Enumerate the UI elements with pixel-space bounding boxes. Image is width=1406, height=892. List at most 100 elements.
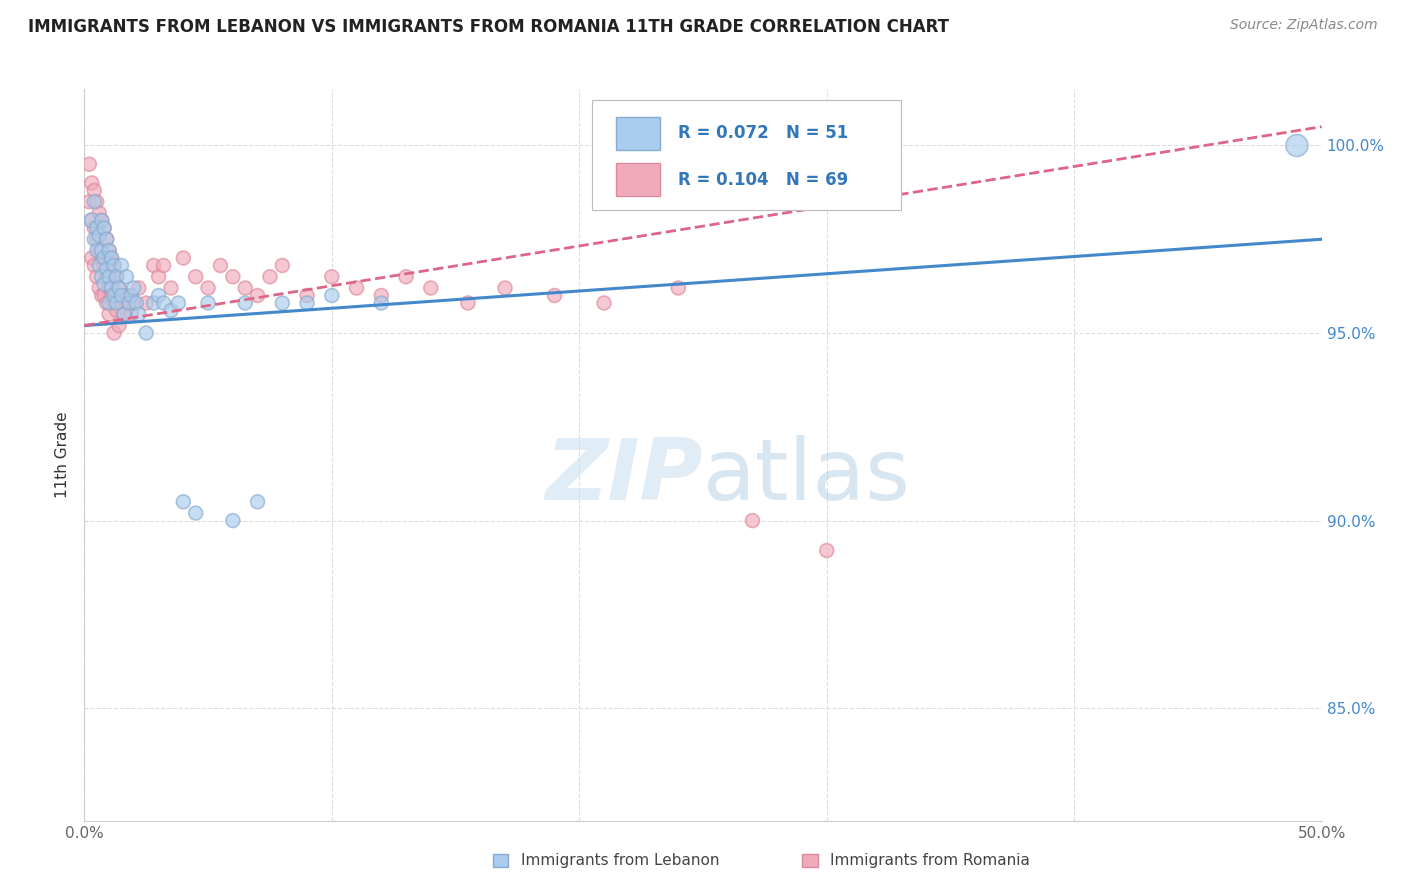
Point: [86, 194, 108, 209]
Point: [86, 269, 108, 284]
Point: [98, 269, 121, 284]
Point: [152, 296, 174, 310]
Point: [98, 296, 121, 310]
Text: atlas: atlas: [703, 435, 911, 518]
Point: [118, 296, 141, 310]
Point: [112, 307, 135, 321]
Point: [172, 495, 194, 509]
Point: [148, 269, 170, 284]
Point: [118, 296, 141, 310]
Point: [80, 251, 103, 265]
Point: [83, 194, 105, 209]
Point: [100, 281, 122, 295]
Point: [115, 269, 138, 284]
Point: [125, 296, 148, 310]
Point: [122, 281, 145, 295]
Point: [1285, 138, 1308, 153]
Point: [142, 296, 165, 310]
Point: [93, 221, 115, 235]
Point: [110, 288, 132, 302]
Point: [271, 259, 294, 273]
Point: [295, 296, 318, 310]
Point: [103, 259, 125, 273]
Point: [80, 176, 103, 190]
Point: [89, 259, 111, 273]
Point: [184, 269, 207, 284]
Point: [93, 221, 115, 235]
Point: [86, 232, 108, 246]
Point: [167, 296, 190, 310]
Point: [148, 288, 170, 302]
Point: [259, 269, 281, 284]
Point: [593, 296, 616, 310]
Text: Immigrants from Lebanon: Immigrants from Lebanon: [520, 854, 718, 869]
Point: [108, 318, 131, 333]
Point: [80, 213, 103, 227]
Point: [457, 296, 479, 310]
Point: [172, 251, 194, 265]
Point: [142, 259, 165, 273]
Point: [93, 277, 115, 292]
Point: [108, 281, 131, 295]
Point: [89, 281, 111, 295]
Point: [222, 269, 245, 284]
Point: [666, 281, 689, 295]
Point: [79, 157, 101, 171]
Point: [112, 307, 135, 321]
Point: [295, 288, 318, 302]
Point: [184, 506, 207, 520]
Point: [395, 269, 418, 284]
Point: [86, 221, 108, 235]
Point: [90, 288, 112, 302]
Point: [89, 228, 111, 243]
Point: [128, 281, 150, 295]
Text: ZIP: ZIP: [546, 435, 703, 518]
Text: Source: ZipAtlas.com: Source: ZipAtlas.com: [1230, 18, 1378, 32]
Point: [110, 296, 132, 310]
Point: [105, 296, 128, 310]
Point: [93, 259, 115, 273]
Text: IMMIGRANTS FROM LEBANON VS IMMIGRANTS FROM ROMANIA 11TH GRADE CORRELATION CHART: IMMIGRANTS FROM LEBANON VS IMMIGRANTS FR…: [28, 18, 949, 36]
Point: [98, 281, 121, 295]
Point: [115, 288, 138, 302]
Point: [93, 251, 115, 265]
Point: [93, 288, 115, 302]
Point: [543, 288, 565, 302]
Point: [152, 259, 174, 273]
Point: [128, 307, 150, 321]
Point: [90, 213, 112, 227]
Point: [108, 281, 131, 295]
Point: [100, 288, 122, 302]
Bar: [492, 855, 508, 867]
Point: [83, 221, 105, 235]
Point: [271, 296, 294, 310]
Point: [222, 514, 245, 528]
Point: [98, 307, 121, 321]
Point: [89, 244, 111, 258]
Point: [79, 194, 101, 209]
Point: [90, 269, 112, 284]
Point: [83, 232, 105, 246]
Point: [110, 259, 132, 273]
Point: [321, 269, 343, 284]
Point: [100, 251, 122, 265]
Point: [96, 269, 118, 284]
Y-axis label: 11th Grade: 11th Grade: [55, 411, 70, 499]
Point: [105, 269, 128, 284]
Point: [96, 232, 118, 246]
Point: [80, 213, 103, 227]
Point: [105, 269, 128, 284]
Text: Immigrants from Romania: Immigrants from Romania: [830, 854, 1029, 869]
Point: [89, 206, 111, 220]
Point: [96, 262, 118, 277]
Point: [135, 296, 157, 310]
Point: [103, 288, 125, 302]
Point: [741, 514, 763, 528]
Point: [120, 307, 142, 321]
Point: [370, 296, 392, 310]
Point: [105, 303, 128, 318]
Point: [86, 244, 108, 258]
Point: [100, 251, 122, 265]
Point: [96, 296, 118, 310]
Point: [120, 288, 142, 302]
